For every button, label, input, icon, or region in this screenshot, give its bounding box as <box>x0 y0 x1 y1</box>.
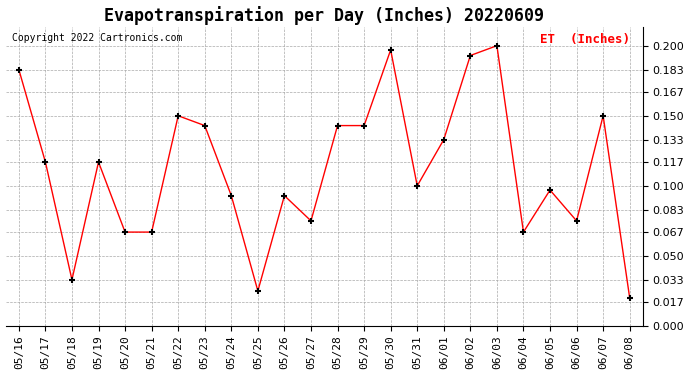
Text: Copyright 2022 Cartronics.com: Copyright 2022 Cartronics.com <box>12 33 182 44</box>
Title: Evapotranspiration per Day (Inches) 20220609: Evapotranspiration per Day (Inches) 2022… <box>104 6 544 24</box>
Text: ET  (Inches): ET (Inches) <box>540 33 630 46</box>
